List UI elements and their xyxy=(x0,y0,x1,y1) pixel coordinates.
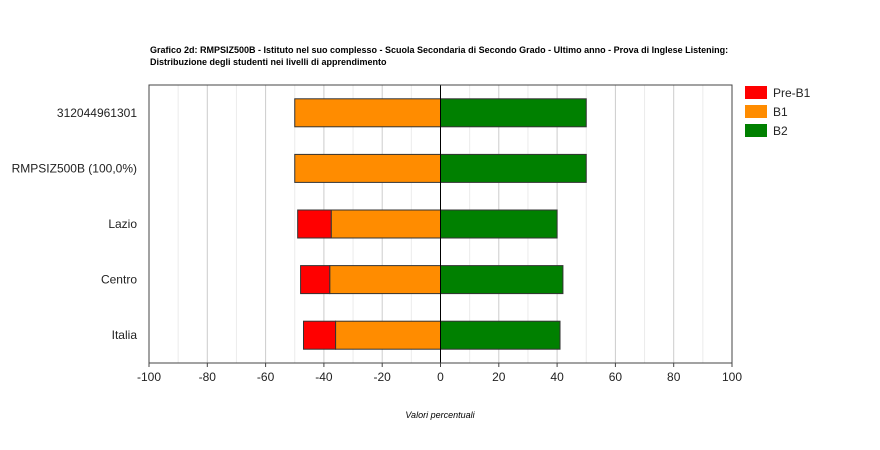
bar-b2 xyxy=(440,265,564,295)
bar-pre-b1 xyxy=(297,209,332,239)
x-tick-label: 0 xyxy=(437,370,444,384)
category-label: 312044961301 xyxy=(57,106,137,120)
x-tick-label: 40 xyxy=(550,370,564,384)
x-tick-label: -80 xyxy=(199,370,217,384)
x-tick-label: -20 xyxy=(374,370,392,384)
bar-b2 xyxy=(440,320,561,350)
bar-b2 xyxy=(440,153,587,183)
legend-label: Pre-B1 xyxy=(773,86,811,100)
x-axis-label: Valori percentuali xyxy=(405,410,475,420)
x-tick-label: 80 xyxy=(667,370,681,384)
bar-b1 xyxy=(294,153,441,183)
category-label: RMPSIZ500B (100,0%) xyxy=(12,161,137,175)
category-label: Centro xyxy=(101,273,137,287)
chart-title-line-2: Distribuzione degli studenti nei livelli… xyxy=(150,57,387,67)
x-tick-label: -40 xyxy=(315,370,333,384)
legend-swatch xyxy=(745,124,767,137)
bar-b2 xyxy=(440,209,558,239)
bar-b1 xyxy=(330,209,441,239)
bar-b2 xyxy=(440,98,587,128)
legend-swatch xyxy=(745,86,767,99)
bar-pre-b1 xyxy=(300,265,331,295)
x-tick-label: -100 xyxy=(137,370,161,384)
x-tick-label: -60 xyxy=(257,370,275,384)
bar-b1 xyxy=(294,98,441,128)
legend-swatch xyxy=(745,105,767,118)
bar-pre-b1 xyxy=(302,320,337,350)
chart-title-line-1: Grafico 2d: RMPSIZ500B - Istituto nel su… xyxy=(150,45,729,55)
bar-b1 xyxy=(335,320,441,350)
x-tick-label: 100 xyxy=(722,370,742,384)
legend-label: B1 xyxy=(773,105,788,119)
legend-label: B2 xyxy=(773,124,788,138)
category-label: Lazio xyxy=(108,217,137,231)
x-tick-label: 60 xyxy=(609,370,623,384)
chart-title: Grafico 2d: RMPSIZ500B - Istituto nel su… xyxy=(150,44,750,68)
category-label: Italia xyxy=(112,328,138,342)
bar-b1 xyxy=(329,265,442,295)
x-tick-label: 20 xyxy=(492,370,506,384)
